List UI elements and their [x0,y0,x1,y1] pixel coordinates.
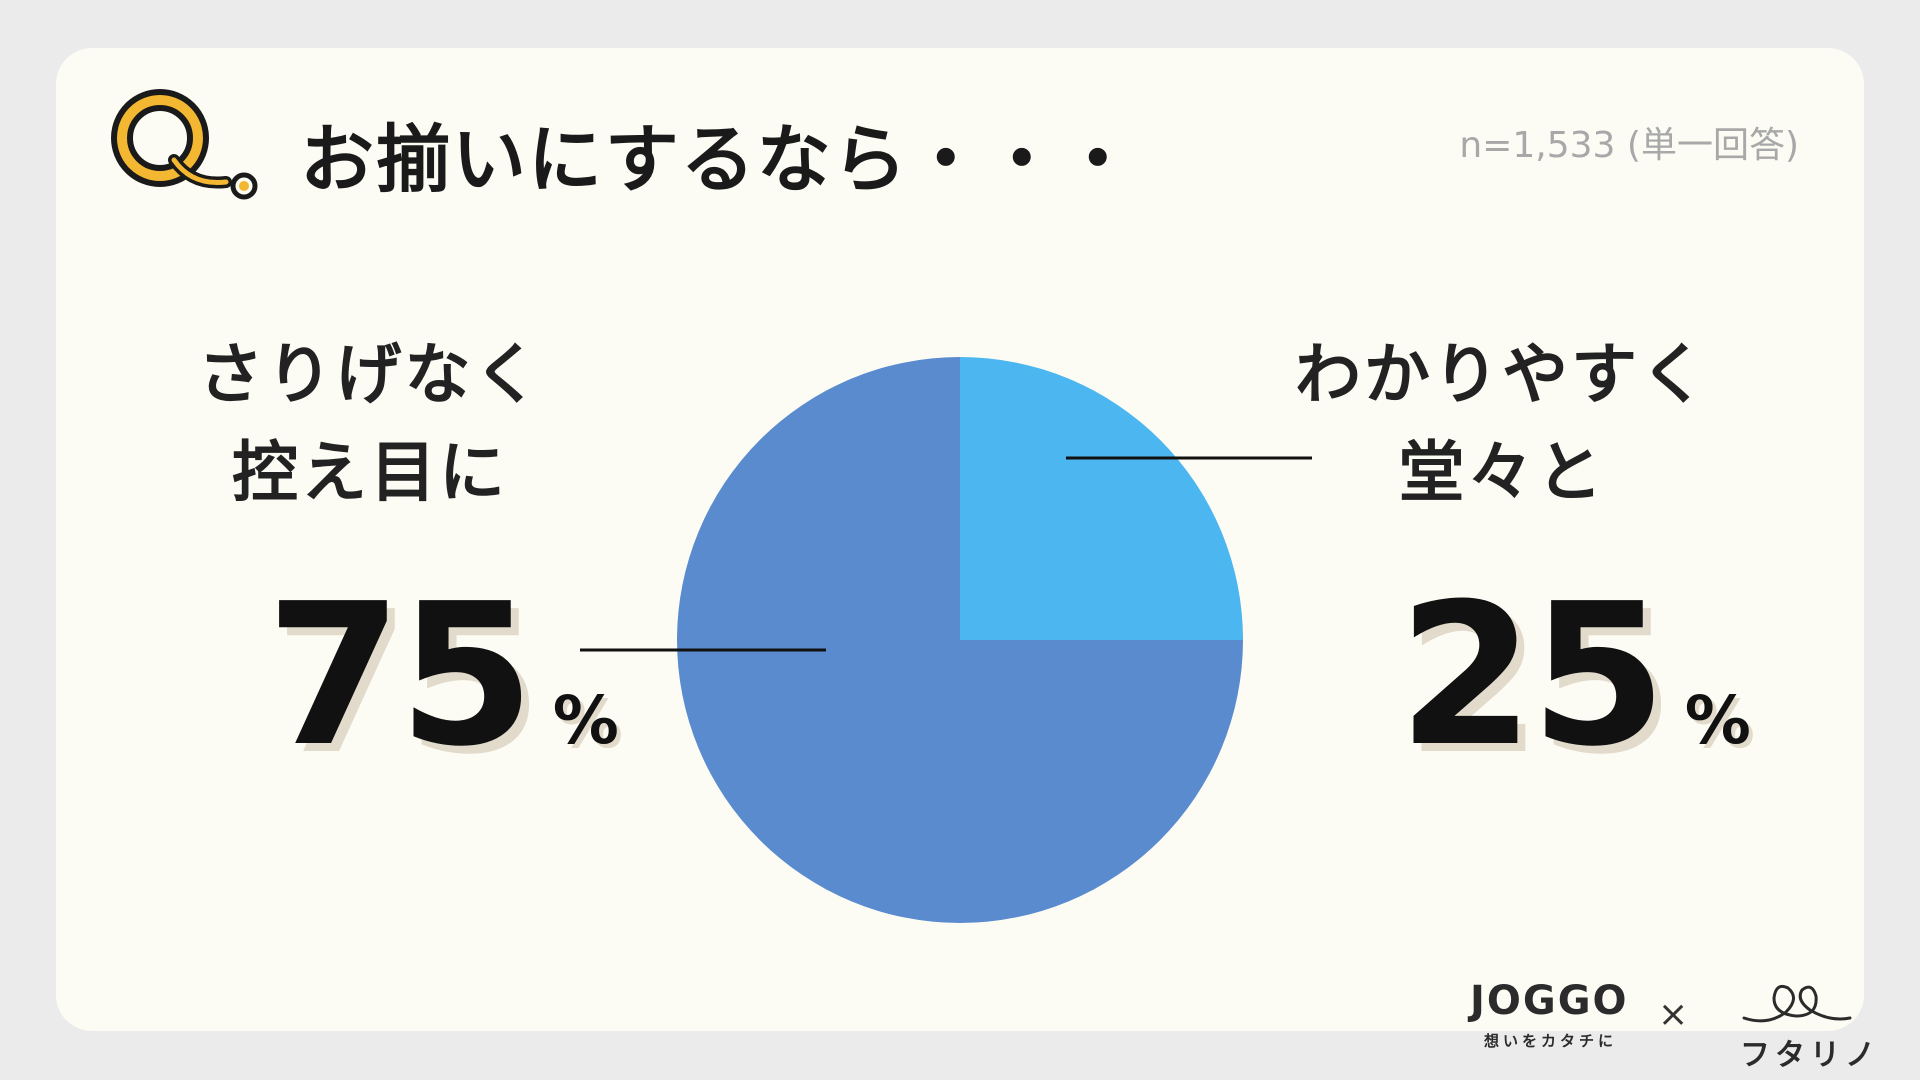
slice-value-2: 25 [1398,562,1667,790]
slice-unit-1: % [552,682,619,759]
slice-value-1-group: 75 % [266,578,619,774]
futarino-heart-icon [1742,984,1852,1023]
pie-slice-2 [960,357,1243,640]
slice-value-1: 75 [266,562,535,790]
pie-slice-1 [677,357,1243,923]
slice-value-2-group: 25 % [1398,578,1751,774]
joggo-logo: JOGGO [1470,978,1629,1024]
futarino-logo: フタリノ [1740,1038,1880,1073]
slice-label-1: さりげなく 控え目に [197,336,543,511]
slice-unit-2: % [1684,682,1751,759]
slice-label-2: わかりやすく 堂々と [1295,336,1709,511]
page-title: お揃いにするなら・・・ [300,117,1137,203]
collab-separator: × [1658,994,1689,1035]
q-badge-icon [111,89,258,200]
sample-size-note: n=1,533 (単一回答) [1459,125,1799,166]
joggo-tagline: 想いをカタチに [1484,1032,1618,1050]
